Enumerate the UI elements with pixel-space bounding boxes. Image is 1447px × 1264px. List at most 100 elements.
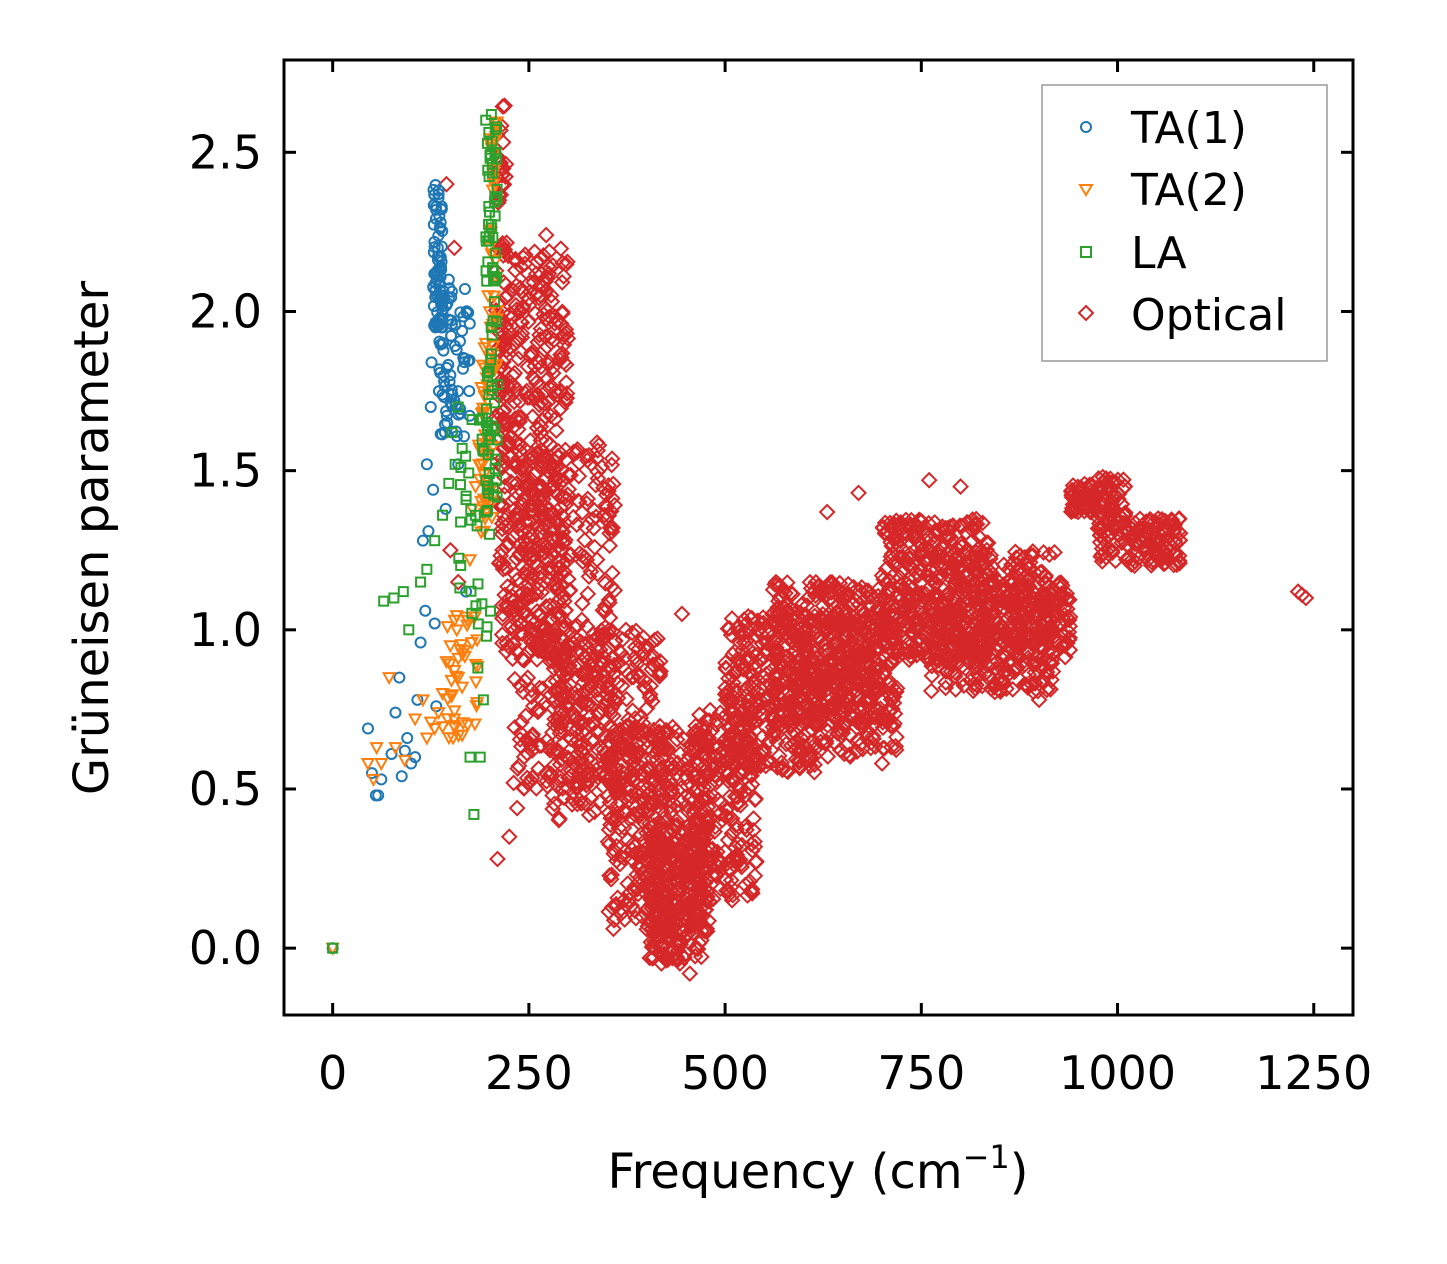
point-optical [603,564,621,582]
point-optical [494,555,512,573]
point-ta-1 [395,770,408,783]
point-optical [520,589,538,606]
point-optical [512,724,530,742]
point-optical [928,642,946,660]
point-optical [574,714,592,731]
point-optical [928,651,945,669]
point-ta-1 [414,636,427,649]
point-la [480,114,492,126]
point-ta-2 [369,742,384,756]
point-optical [875,705,893,722]
point-optical [1137,539,1155,557]
point-optical [564,634,582,652]
point-optical [494,560,512,578]
point-optical [858,582,875,600]
point-optical [698,738,716,756]
point-optical [516,672,534,690]
point-optical [876,525,894,543]
point-optical [629,857,647,875]
point-optical [1015,576,1033,594]
point-optical [518,566,536,584]
point-optical [1019,679,1037,697]
point-optical [656,871,674,889]
point-ta-2 [360,758,376,772]
point-optical [615,891,633,909]
point-ta-1 [445,291,458,304]
point-optical [508,301,526,318]
point-optical [552,240,570,258]
point-ta-2 [366,773,381,788]
point-optical [524,408,541,426]
point-optical [799,681,817,699]
point-optical [880,675,898,693]
point-optical [882,717,899,735]
point-optical [777,596,794,613]
point-optical [950,573,968,591]
point-la [477,694,489,706]
x-tick-label: 0 [318,1046,347,1100]
point-la [481,367,493,379]
point-optical [617,690,635,708]
point-optical [639,805,656,822]
point-optical [493,520,511,538]
point-optical [553,305,571,322]
point-optical [918,526,936,544]
point-optical [914,545,931,563]
point-optical [939,566,957,584]
point-optical [690,771,708,789]
point-optical [585,519,603,537]
point-optical [891,568,909,586]
y-tick-label: 1.0 [189,603,262,657]
point-optical [960,596,978,614]
point-optical [1090,470,1107,487]
point-optical [901,615,918,633]
point-ta-1 [454,306,467,319]
point-optical [805,715,823,733]
point-ta-2 [449,624,464,638]
point-ta-1 [425,356,438,369]
point-optical [965,675,983,693]
point-optical [520,643,538,661]
point-la [485,109,497,121]
point-optical [652,844,669,862]
point-optical [691,891,709,909]
point-optical [608,897,625,915]
point-optical [767,716,785,734]
point-ta-2 [482,306,497,320]
point-optical [943,530,960,548]
point-optical [784,585,801,603]
point-ta-1 [440,409,453,422]
point-optical [496,511,514,529]
point-optical [743,609,761,627]
point-optical [809,578,827,596]
point-optical [721,788,739,806]
point-optical [879,594,897,612]
point-optical [527,494,545,511]
point-optical [545,660,563,677]
point-optical [814,605,832,623]
point-la [472,662,484,674]
point-optical [596,597,614,615]
point-optical [855,707,873,725]
point-optical [705,747,723,765]
point-ta-2 [457,650,473,664]
point-optical [641,866,659,883]
point-optical [703,866,721,884]
point-optical [927,523,945,541]
point-ta-2 [454,681,470,695]
point-optical [629,746,647,764]
point-optical [721,690,739,708]
point-optical [766,642,784,660]
point-optical [584,695,602,713]
point-optical [1063,482,1081,499]
point-optical [1104,517,1121,535]
point-optical [642,677,660,695]
point-optical [1060,591,1078,609]
point-optical [522,569,540,587]
point-optical [726,787,744,805]
point-optical [553,488,571,505]
point-optical [710,858,728,876]
point-optical [764,627,782,644]
point-la [388,592,400,604]
point-optical [663,776,681,794]
